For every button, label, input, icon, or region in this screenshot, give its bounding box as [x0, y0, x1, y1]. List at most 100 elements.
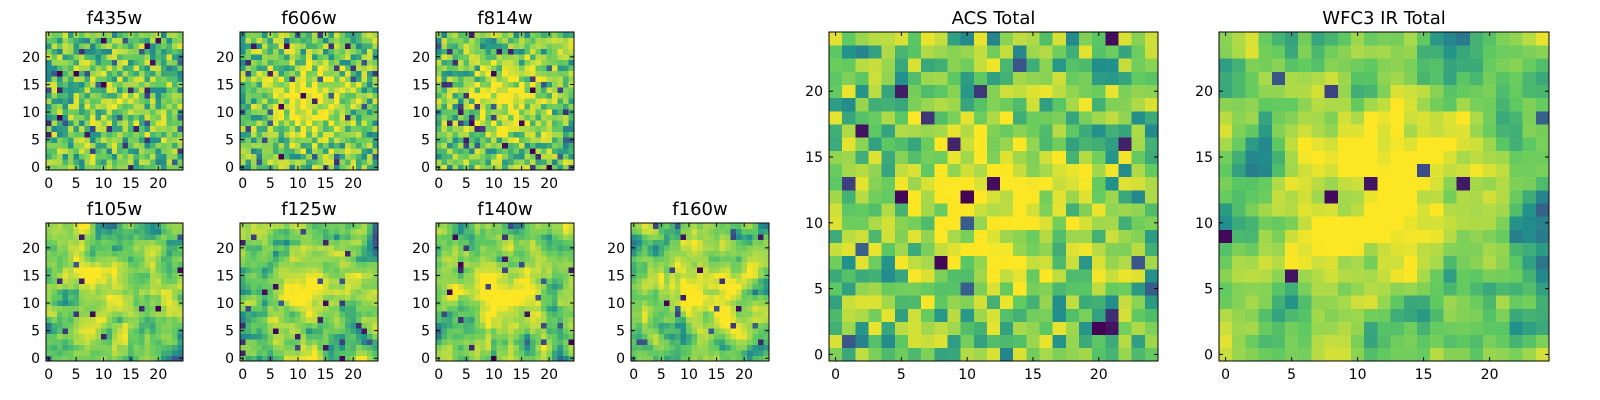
- pixel: [311, 272, 318, 279]
- pixel: [452, 355, 459, 362]
- pixel: [458, 103, 464, 110]
- pixel: [111, 109, 118, 116]
- pixel: [518, 333, 525, 340]
- pixel: [144, 70, 151, 77]
- pixel: [680, 316, 687, 323]
- pixel: [150, 120, 156, 127]
- pixel: [177, 250, 184, 257]
- pixel: [172, 125, 178, 132]
- pixel: [133, 322, 140, 329]
- pixel: [62, 355, 69, 362]
- pixel: [62, 59, 69, 66]
- pixel: [361, 272, 368, 279]
- pixel: [502, 59, 509, 66]
- pixel: [529, 125, 536, 132]
- pixel: [361, 300, 368, 307]
- pixel: [262, 300, 268, 307]
- pixel: [317, 32, 324, 38]
- pixel: [172, 37, 178, 44]
- pixel: [273, 267, 280, 274]
- pixel: [485, 305, 492, 312]
- x-tick-label: 10: [289, 367, 307, 383]
- pixel: [1052, 216, 1067, 230]
- pixel: [458, 256, 464, 263]
- pixel: [95, 294, 102, 301]
- pixel: [306, 147, 313, 154]
- x-tick-label: 0: [238, 367, 247, 383]
- pixel: [636, 250, 643, 257]
- pixel: [507, 153, 514, 160]
- pixel: [166, 131, 173, 138]
- pixel: [106, 48, 113, 55]
- pixel: [680, 278, 687, 285]
- pixel: [735, 228, 742, 235]
- pixel: [84, 327, 91, 334]
- pixel: [546, 109, 553, 116]
- pixel: [300, 223, 307, 229]
- pixel: [144, 245, 151, 251]
- pixel: [89, 283, 96, 290]
- pixel: [289, 70, 296, 77]
- pixel: [89, 239, 96, 246]
- pixel: [317, 261, 324, 268]
- pixel: [518, 338, 525, 345]
- pixel: [245, 54, 252, 60]
- pixel: [106, 311, 113, 318]
- pixel: [150, 283, 156, 290]
- pixel: [752, 245, 759, 251]
- pixel: [278, 322, 285, 329]
- pixel: [56, 272, 63, 279]
- pixel: [289, 267, 296, 274]
- pixel: [631, 349, 637, 356]
- pixel: [322, 114, 329, 121]
- pixel: [757, 267, 764, 274]
- pixel: [551, 239, 558, 246]
- pixel: [691, 245, 698, 251]
- pixel: [267, 294, 274, 301]
- pixel: [273, 98, 280, 105]
- pixel: [366, 65, 373, 72]
- pixel: [317, 267, 324, 274]
- pixel: [752, 228, 759, 235]
- pixel: [719, 289, 726, 296]
- pixel: [474, 120, 481, 127]
- pixel: [322, 311, 329, 318]
- pixel: [106, 43, 113, 49]
- pixel: [485, 81, 492, 88]
- pixel: [155, 125, 162, 132]
- pixel: [746, 245, 753, 251]
- pixel: [436, 65, 442, 72]
- pixel: [485, 261, 492, 268]
- pixel: [289, 245, 296, 251]
- pixel: [155, 65, 162, 72]
- pixel: [166, 103, 173, 110]
- pixel: [458, 142, 464, 149]
- pixel: [741, 316, 748, 323]
- pixel: [441, 327, 448, 334]
- pixel: [452, 153, 459, 160]
- pixel: [529, 223, 536, 229]
- pixel: [139, 333, 146, 340]
- pixel: [100, 43, 107, 49]
- pixel: [524, 48, 531, 55]
- pixel: [295, 120, 302, 127]
- pixel: [1118, 216, 1133, 230]
- pixel: [339, 103, 346, 110]
- pixel: [469, 131, 476, 138]
- pixel: [1079, 163, 1093, 178]
- pixel: [447, 267, 453, 274]
- pixel: [311, 164, 318, 171]
- pixel: [289, 114, 296, 121]
- pixel: [317, 48, 324, 55]
- pixel: [300, 322, 307, 329]
- pixel: [84, 142, 91, 149]
- pixel: [117, 153, 124, 160]
- pixel: [139, 267, 146, 274]
- pixel: [311, 316, 318, 323]
- pixel: [300, 109, 307, 116]
- pixel: [708, 333, 715, 340]
- pixel: [907, 203, 922, 217]
- pixel: [62, 147, 69, 154]
